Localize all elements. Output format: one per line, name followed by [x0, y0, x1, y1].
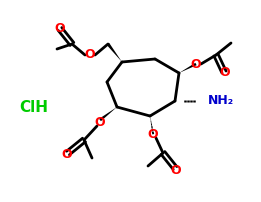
Text: ClH: ClH — [20, 101, 49, 116]
Text: O: O — [55, 21, 65, 35]
Polygon shape — [179, 63, 197, 73]
Text: O: O — [148, 128, 158, 141]
Text: O: O — [171, 163, 181, 177]
Text: O: O — [95, 116, 105, 128]
Text: O: O — [220, 66, 230, 80]
Polygon shape — [107, 43, 122, 62]
Text: O: O — [62, 148, 72, 162]
Text: O: O — [191, 58, 201, 70]
Polygon shape — [99, 107, 117, 121]
Text: O: O — [85, 48, 95, 61]
Text: NH₂: NH₂ — [208, 95, 234, 107]
